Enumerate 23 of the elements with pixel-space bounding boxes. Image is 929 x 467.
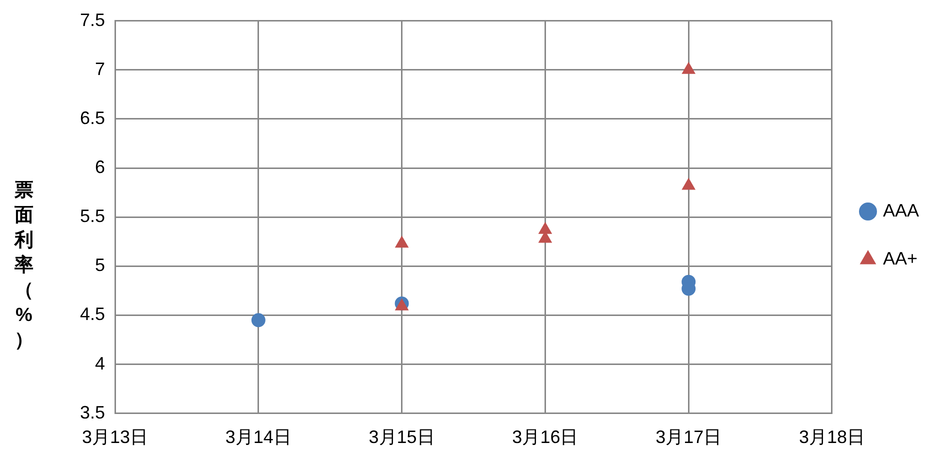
- x-tick-label: 3月18日: [798, 427, 866, 448]
- legend-label: AA+: [882, 248, 918, 268]
- y-axis-title: 票面利率（%）: [13, 179, 34, 353]
- y-tick-label: 7.5: [80, 10, 106, 30]
- y-tick-label: 6: [95, 156, 106, 177]
- point: [251, 313, 266, 328]
- x-tick-label: 3月13日: [82, 427, 148, 448]
- y-tick-label: 5: [95, 255, 106, 276]
- legend-label: AAA: [882, 200, 920, 220]
- x-tick-label: 3月16日: [512, 427, 578, 448]
- y-tick-label: 5.5: [80, 206, 106, 226]
- point: [395, 236, 408, 248]
- point: [538, 222, 552, 234]
- y-tick-label: 3.5: [80, 402, 106, 422]
- y-tick-label: 4: [95, 353, 106, 374]
- y-tick-label: 6.5: [80, 108, 106, 128]
- y-tick-label: 4.5: [80, 304, 106, 324]
- point: [682, 178, 696, 190]
- y-tick-label: 7: [95, 58, 106, 79]
- point: [682, 62, 696, 74]
- x-tick-label: 3月17日: [656, 427, 722, 448]
- x-tick-label: 3月14日: [225, 427, 292, 448]
- x-tick-label: 3月15日: [368, 427, 435, 448]
